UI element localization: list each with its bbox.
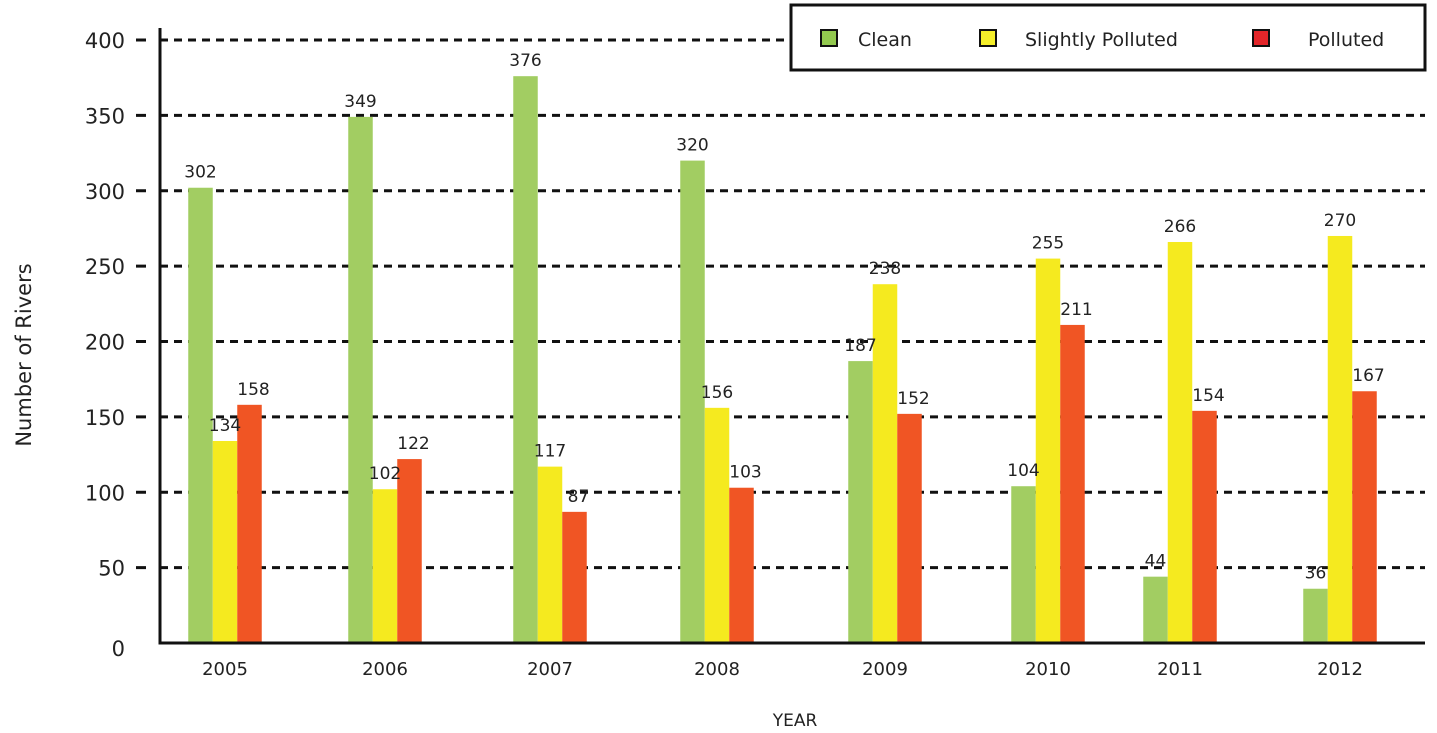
bar-clean bbox=[1303, 588, 1328, 643]
y-tick-label: 400 bbox=[85, 29, 125, 53]
data-label: 134 bbox=[209, 416, 241, 436]
bar-clean bbox=[1011, 486, 1036, 643]
bar-slightly-polluted bbox=[1035, 258, 1061, 643]
axes bbox=[136, 28, 1425, 645]
data-label: 302 bbox=[184, 163, 216, 183]
x-tick-label: 2012 bbox=[1317, 659, 1363, 680]
y-tick-label: 100 bbox=[85, 481, 125, 505]
legend-label: Slightly Polluted bbox=[1025, 29, 1178, 51]
x-tick-label: 2009 bbox=[862, 659, 908, 680]
data-label: 117 bbox=[534, 442, 566, 462]
legend-label: Polluted bbox=[1308, 29, 1384, 51]
y-axis-label: Number of Rivers bbox=[12, 263, 36, 446]
x-axis-label: YEAR bbox=[772, 711, 818, 731]
x-tick-label: 2005 bbox=[202, 659, 248, 680]
bar-polluted bbox=[1352, 391, 1377, 643]
bar-slightly-polluted bbox=[1167, 242, 1193, 643]
y-tick-label: 350 bbox=[85, 104, 125, 128]
data-label: 255 bbox=[1032, 234, 1064, 254]
data-label: 167 bbox=[1352, 366, 1384, 386]
y-tick-label: 200 bbox=[85, 331, 125, 355]
bar-polluted bbox=[562, 511, 587, 643]
bar-clean bbox=[1143, 576, 1168, 643]
bar-clean bbox=[680, 160, 705, 643]
data-label: 102 bbox=[369, 464, 401, 484]
x-tick-label: 2011 bbox=[1157, 659, 1203, 680]
data-label: 87 bbox=[568, 487, 590, 507]
data-label: 187 bbox=[844, 336, 876, 356]
legend-swatch bbox=[1252, 29, 1270, 47]
data-label: 238 bbox=[869, 259, 901, 279]
data-label: 36 bbox=[1305, 564, 1327, 584]
legend-swatch bbox=[979, 29, 997, 47]
y-tick-label: 250 bbox=[85, 255, 125, 279]
y-tick-label: 300 bbox=[85, 180, 125, 204]
data-label: 158 bbox=[237, 380, 269, 400]
x-tick-label: 2006 bbox=[362, 659, 408, 680]
legend-label: Clean bbox=[858, 29, 912, 51]
bar-slightly-polluted bbox=[872, 284, 898, 643]
bar-clean bbox=[513, 76, 538, 644]
bar-clean bbox=[188, 187, 213, 644]
legend-box bbox=[789, 3, 1427, 72]
data-label: 376 bbox=[509, 51, 541, 71]
bar-clean bbox=[348, 116, 373, 643]
y-tick-label: 0 bbox=[112, 637, 125, 661]
bars bbox=[188, 76, 1377, 644]
data-label: 270 bbox=[1324, 211, 1356, 231]
tick-labels: 0 50 100 150 200 250 300 350 400 2005 2006 2007 2008… bbox=[85, 29, 1363, 680]
bar-slightly-polluted bbox=[537, 466, 563, 643]
data-label: 320 bbox=[676, 136, 708, 156]
bar-clean bbox=[848, 361, 873, 643]
data-label: 122 bbox=[397, 434, 429, 454]
x-tick-label: 2007 bbox=[527, 659, 573, 680]
data-label: 156 bbox=[701, 383, 733, 403]
bar-polluted bbox=[897, 413, 922, 643]
data-label: 44 bbox=[1145, 552, 1167, 572]
bar-polluted bbox=[1060, 324, 1085, 643]
bar-slightly-polluted bbox=[372, 489, 398, 643]
bar-slightly-polluted bbox=[1327, 235, 1353, 643]
bar-polluted bbox=[729, 487, 754, 643]
data-label: 154 bbox=[1192, 386, 1224, 406]
legend-swatch bbox=[820, 29, 838, 47]
data-label: 349 bbox=[344, 92, 376, 112]
bar-polluted bbox=[237, 404, 262, 643]
data-label: 266 bbox=[1164, 217, 1196, 237]
y-tick-label: 50 bbox=[98, 557, 125, 581]
data-label: 104 bbox=[1007, 461, 1039, 481]
data-label: 211 bbox=[1060, 300, 1092, 320]
y-tick-label: 150 bbox=[85, 406, 125, 430]
data-label: 103 bbox=[729, 463, 761, 483]
bar-polluted bbox=[1192, 410, 1217, 643]
x-tick-label: 2008 bbox=[694, 659, 740, 680]
bar-slightly-polluted bbox=[212, 440, 238, 643]
legend: Clean Slightly Polluted Polluted bbox=[789, 3, 1427, 72]
x-tick-label: 2010 bbox=[1025, 659, 1071, 680]
data-label: 152 bbox=[897, 389, 929, 409]
data-labels: 302 134 158 349 102 122 376 117 87 320 156 103 187 23… bbox=[184, 51, 1384, 584]
bar-polluted bbox=[397, 459, 422, 643]
bar-slightly-polluted bbox=[704, 407, 730, 643]
